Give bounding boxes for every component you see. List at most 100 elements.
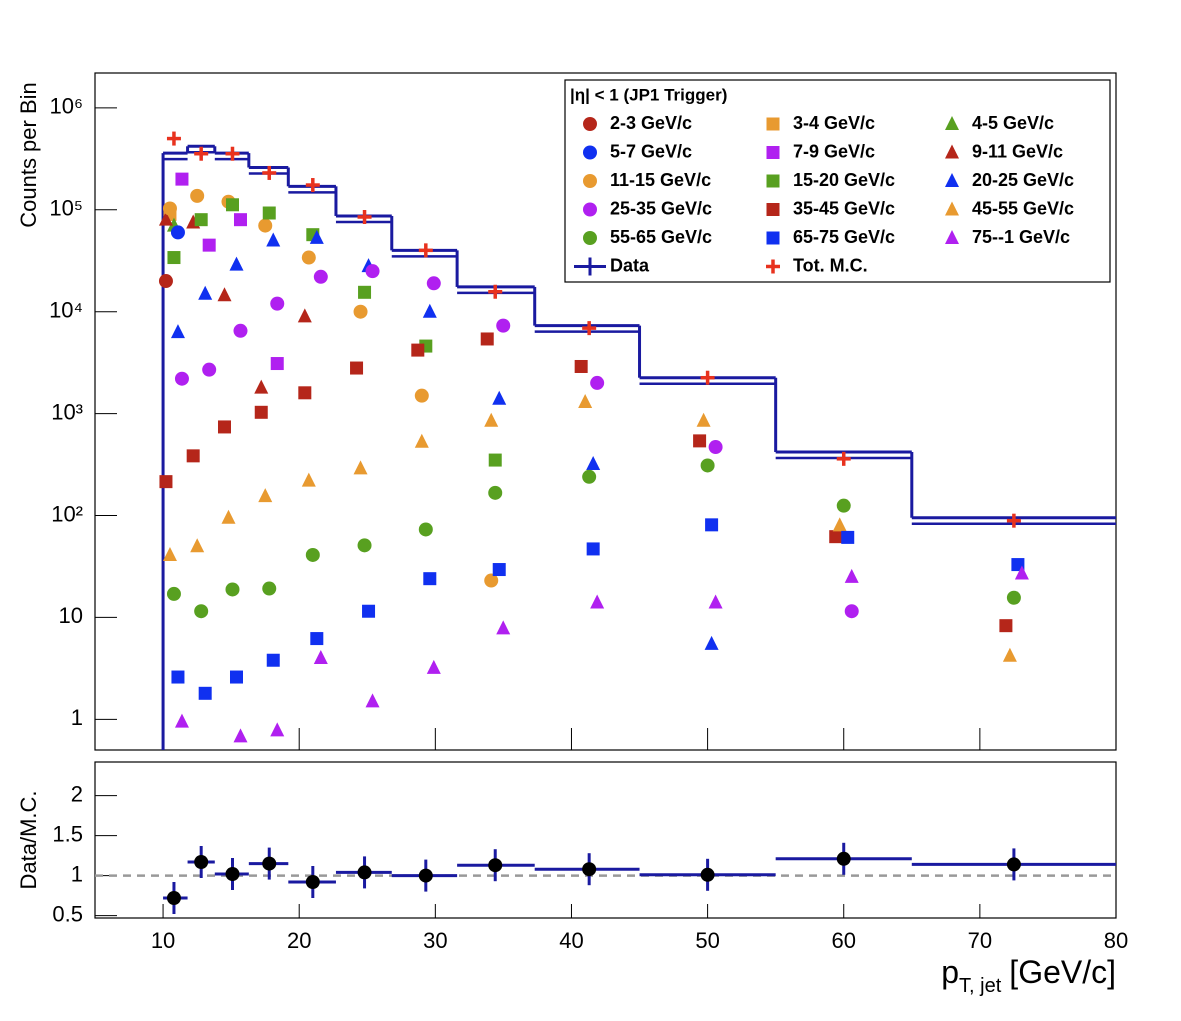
marker-circle (583, 174, 597, 188)
marker-circle (365, 264, 380, 279)
marker-cross (225, 146, 240, 161)
marker-cross (166, 131, 181, 146)
legend-label: 45-55 GeV/c (972, 198, 1074, 218)
marker-circle (708, 440, 723, 455)
marker-triangle (313, 649, 328, 664)
x-tick-label: 30 (423, 928, 447, 953)
ratio-point (700, 867, 715, 882)
legend-title: |η| < 1 (JP1 Trigger) (570, 85, 727, 104)
ratio-y-tick-label: 1.5 (52, 821, 83, 846)
marker-triangle (266, 232, 281, 247)
marker-square (492, 563, 506, 577)
marker-square (186, 449, 200, 463)
marker-circle (426, 276, 441, 291)
x-label-main: p (941, 954, 959, 990)
marker-cross (262, 165, 277, 180)
legend-label: 25-35 GeV/c (610, 198, 712, 218)
marker-circle (313, 269, 328, 284)
ratio-point (836, 851, 851, 866)
marker-cross (357, 209, 372, 224)
marker-circle (305, 547, 320, 562)
marker-square (233, 213, 247, 227)
legend-label: 65-75 GeV/c (793, 227, 895, 247)
marker-cross (582, 321, 597, 336)
marker-square (167, 251, 181, 265)
marker-triangle (704, 635, 719, 650)
marker-square (310, 632, 324, 646)
y-tick-label: 10⁴ (49, 298, 83, 323)
y-tick-label: 10⁵ (49, 196, 83, 221)
marker-cross (1006, 513, 1021, 528)
marker-cross (766, 259, 780, 274)
legend-label: 2-3 GeV/c (610, 113, 692, 133)
marker-square (194, 213, 208, 227)
marker-square (350, 361, 364, 375)
marker-circle (194, 604, 209, 619)
marker-square (225, 198, 239, 212)
marker-triangle (221, 509, 236, 524)
marker-triangle (945, 116, 959, 130)
ratio-point (357, 865, 372, 880)
marker-triangle (309, 229, 324, 244)
marker-triangle (198, 285, 213, 300)
marker-circle (262, 581, 277, 596)
marker-triangle (586, 456, 601, 471)
marker-square (574, 359, 588, 373)
marker-triangle (190, 538, 205, 553)
marker-circle (301, 250, 316, 265)
marker-square (705, 518, 719, 532)
marker-triangle (353, 460, 368, 475)
marker-triangle (945, 144, 959, 159)
x-label-sub: T, jet (959, 975, 1002, 997)
marker-square (423, 572, 437, 586)
marker-square (262, 206, 276, 220)
marker-triangle (1014, 565, 1029, 580)
marker-circle (582, 469, 597, 484)
marker-square (411, 343, 425, 357)
marker-triangle (170, 324, 185, 339)
y-tick-label: 10⁶ (49, 94, 83, 119)
x-axis-label: pT, jet [GeV/c] (941, 954, 1116, 997)
marker-square (298, 386, 312, 400)
marker-triangle (258, 488, 273, 503)
marker-triangle (945, 173, 959, 187)
marker-triangle (496, 620, 511, 635)
marker-triangle (708, 594, 723, 609)
x-label-unit: [GeV/c] (1009, 954, 1116, 990)
marker-square (159, 475, 173, 489)
legend-label: 7-9 GeV/c (793, 141, 875, 161)
y-axis-label: Counts per Bin (16, 82, 41, 228)
y-tick-label: 10² (51, 501, 83, 526)
marker-circle (583, 117, 597, 131)
marker-triangle (162, 546, 177, 561)
marker-circle (162, 201, 177, 216)
marker-triangle (696, 412, 711, 427)
marker-triangle (297, 308, 312, 323)
marker-triangle (270, 722, 285, 737)
marker-circle (583, 231, 597, 245)
marker-circle (488, 485, 503, 500)
ratio-point (262, 856, 277, 871)
marker-triangle (1002, 647, 1017, 662)
legend-label: Data (610, 255, 650, 275)
marker-circle (836, 498, 851, 513)
marker-cross (836, 451, 851, 466)
marker-circle (357, 538, 372, 553)
marker-circle (258, 218, 273, 233)
marker-cross (700, 370, 715, 385)
marker-square (693, 434, 707, 448)
marker-square (766, 203, 780, 216)
marker-circle (202, 362, 217, 377)
marker-triangle (158, 211, 173, 226)
marker-square (362, 604, 376, 618)
x-tick-label: 20 (287, 928, 311, 953)
y-tick-label: 10³ (51, 399, 83, 424)
marker-square (766, 231, 780, 245)
marker-circle (1006, 590, 1021, 605)
legend-label: Tot. M.C. (793, 255, 868, 275)
marker-circle (170, 225, 185, 240)
legend-box (564, 79, 1111, 283)
marker-square (266, 653, 280, 667)
marker-square (270, 357, 284, 371)
ratio-y-tick-label: 1 (71, 861, 83, 886)
